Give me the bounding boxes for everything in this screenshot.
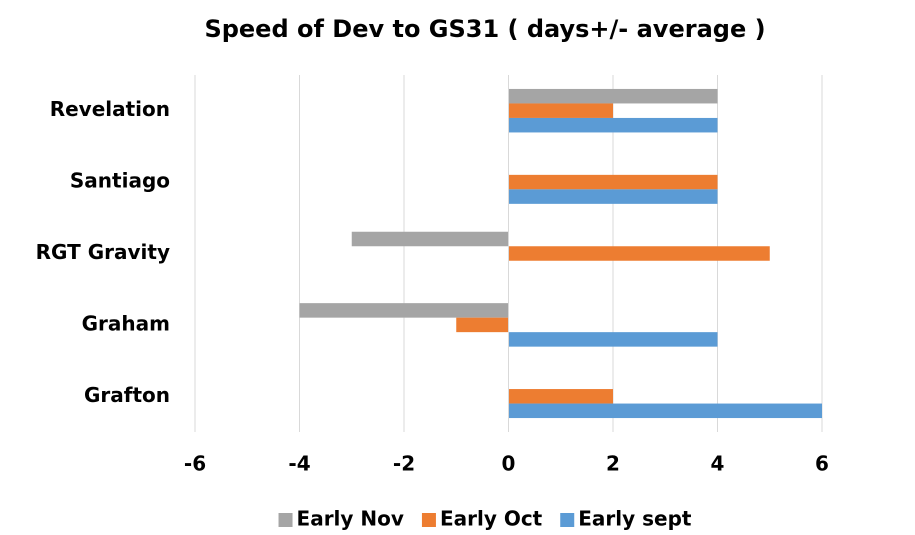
bar [508,246,770,261]
bar [508,88,718,104]
legend-label: Early Oct [440,507,543,531]
bar [508,189,718,204]
legend-swatch [421,513,436,527]
chart-title: Speed of Dev to GS31 ( days+/- average ) [204,15,765,43]
x-tick-label: 2 [606,452,620,476]
y-tick-label: Santiago [70,169,170,193]
bar [508,389,613,404]
x-tick-label: 4 [711,452,725,476]
y-tick-label: Revelation [50,97,170,121]
bar [508,403,822,419]
x-tick-label: 0 [502,452,516,476]
bar [508,103,613,118]
bar [508,332,718,347]
x-tick-label: -4 [288,452,310,476]
bar [456,317,509,333]
bar [508,117,718,133]
x-tick-label: -6 [184,452,206,476]
bar [299,303,509,318]
legend-label: Early Nov [297,507,404,531]
x-tick-label: -2 [393,452,415,476]
legend-swatch [278,513,293,527]
y-tick-label: Grafton [84,383,170,407]
x-tick-label: 6 [815,452,829,476]
bar [351,231,509,247]
legend-swatch [560,513,575,527]
y-tick-label: Graham [82,311,170,335]
bar [508,174,718,190]
legend-label: Early sept [578,507,692,531]
y-tick-label: RGT Gravity [36,240,170,264]
